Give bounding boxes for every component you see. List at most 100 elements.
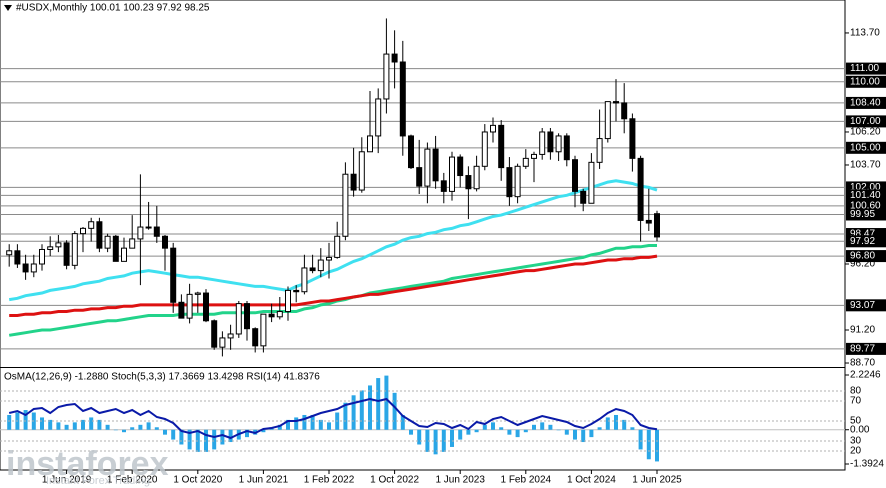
osma-bar	[417, 429, 422, 445]
osma-bar	[523, 429, 528, 433]
candle-body	[531, 153, 537, 159]
watermark-slogan: Instant Forex Trading	[46, 475, 150, 487]
level-label-box	[846, 62, 886, 75]
rsi-tick-label: 30	[850, 436, 862, 447]
candle-body	[424, 148, 431, 187]
level-label: 101.40	[850, 190, 881, 201]
osma-bar	[48, 419, 53, 430]
osma-bar	[89, 417, 94, 430]
x-tick-label: 1 Feb 2020	[107, 475, 158, 486]
osma-bar	[646, 429, 651, 460]
osma-bar	[23, 410, 28, 430]
osma-bar	[351, 395, 356, 430]
candle-body	[432, 148, 439, 182]
level-label-box	[846, 250, 886, 263]
candle-body	[227, 333, 234, 339]
candle-body	[30, 263, 37, 273]
candle-body	[350, 173, 357, 191]
candle-body	[211, 320, 218, 348]
osma-bar	[392, 392, 397, 430]
osma-bar	[400, 414, 405, 430]
osma-bar	[564, 429, 569, 435]
osma-bar	[277, 424, 282, 430]
candle-body	[285, 289, 291, 313]
candle-body	[178, 301, 185, 319]
candle-body	[358, 151, 365, 191]
level-label: 93.07	[850, 300, 875, 311]
x-tick-label: 1 Jun 2025	[632, 475, 682, 486]
osma-bar	[450, 429, 454, 447]
candle-body	[613, 101, 619, 104]
y-tick-label: -1.3924	[850, 459, 884, 470]
osma-bar	[556, 429, 561, 431]
candle-body	[162, 235, 168, 249]
candle-body	[334, 235, 341, 258]
osma-bar	[228, 429, 233, 443]
level-label: 110.00	[850, 76, 880, 87]
osma-bar	[7, 414, 12, 430]
y-tick-label: 103.70	[850, 160, 881, 171]
osma-bar	[212, 429, 217, 450]
osma-bar	[622, 419, 627, 430]
osma-bar	[187, 429, 192, 450]
moving-average	[8, 244, 657, 337]
candle-body	[129, 238, 136, 249]
candle-body	[498, 124, 505, 169]
osma-bar	[540, 422, 545, 430]
osma-bar	[499, 427, 504, 430]
candle-body	[514, 165, 521, 198]
rsi-tick-label: 80	[850, 386, 862, 397]
candle-body	[473, 165, 480, 190]
y-tick-label: 106.20	[850, 127, 881, 138]
candle-body	[416, 167, 423, 187]
candle-body	[203, 292, 209, 322]
osma-bar	[605, 417, 610, 430]
candle-body	[14, 250, 21, 265]
osma-bar	[597, 427, 602, 430]
candle-body	[629, 118, 636, 159]
candle-body	[112, 235, 119, 262]
menu-triangle[interactable]	[4, 5, 12, 11]
osma-bar	[384, 375, 389, 430]
osma-bar	[474, 429, 479, 433]
y-tick-label: 88.70	[850, 358, 875, 369]
candle-body	[465, 175, 472, 190]
level-label: 107.00	[850, 116, 881, 127]
x-tick-label: 1 Oct 2020	[173, 475, 222, 486]
candle-body	[55, 242, 62, 248]
osma-bar	[130, 427, 135, 430]
osma-bar	[105, 424, 110, 430]
osma-bar	[146, 422, 151, 430]
candle-body	[293, 289, 300, 293]
level-label-box	[846, 115, 886, 128]
rsi-tick-label: 20	[850, 446, 862, 457]
osma-bar	[64, 424, 69, 430]
candle-body	[654, 213, 660, 238]
osma-bar	[614, 414, 618, 430]
osma-bar	[548, 424, 553, 430]
candle-body	[490, 124, 496, 133]
osma-bar	[630, 427, 635, 430]
level-label-box	[846, 235, 886, 248]
osma-bar	[532, 424, 536, 430]
candle-body	[22, 263, 29, 273]
candle-body	[194, 292, 201, 295]
candle-body	[39, 248, 45, 265]
chart-title: #USDX,Monthly 100.01 100.23 97.92 98.25	[16, 3, 210, 14]
candle-body	[301, 267, 308, 293]
rsi-tick-label: 70	[850, 396, 862, 407]
level-label-box	[846, 96, 886, 109]
candle-body	[88, 221, 95, 229]
osma-bar	[589, 429, 594, 438]
osma-bar	[376, 378, 381, 430]
candle-body	[186, 293, 193, 319]
osma-bar	[302, 414, 307, 430]
level-label: 108.40	[850, 98, 881, 109]
plot-layer: 113.70 106.20 103.70 96.20 91.20 88.70 111.00 1…	[0, 18, 886, 486]
candle-body	[317, 259, 324, 272]
level-label: 99.95	[850, 209, 875, 220]
candle-body	[580, 190, 587, 204]
candle-body	[47, 246, 54, 250]
osma-bar	[171, 429, 176, 440]
x-tick-label: 1 Jun 2019	[42, 475, 92, 486]
